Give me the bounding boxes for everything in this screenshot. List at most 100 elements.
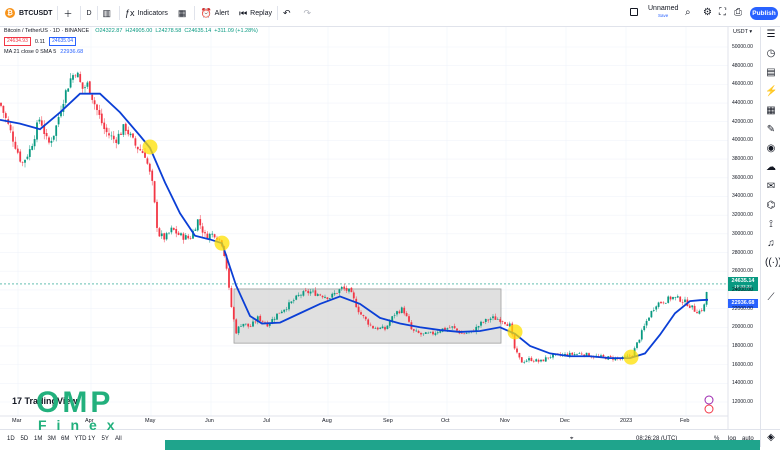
chat-icon[interactable]: ☁ (766, 162, 776, 173)
range-button-1y[interactable]: 1Y (88, 436, 96, 442)
search-icon[interactable]: ⌕ (685, 7, 691, 18)
interval-button[interactable]: D (81, 0, 96, 27)
candle-up (439, 331, 442, 333)
camera-icon[interactable]: ⎙ (734, 7, 742, 18)
candle-down (48, 137, 50, 143)
wifi-signal-icon[interactable]: ((·)) (765, 257, 780, 268)
hotlist-icon[interactable]: ⚡ (765, 86, 778, 97)
messages-icon[interactable]: ✉ (766, 181, 776, 192)
candle-down (151, 170, 154, 181)
top-toolbar: ₿ BTCUSDT ＋ D ▥ ƒx Indicators ▦ ⏰ Alert … (0, 0, 780, 27)
candle-up (86, 82, 89, 87)
candle-up (290, 301, 293, 304)
candle-up (652, 310, 655, 311)
chart-grid (0, 27, 728, 416)
candle-up (117, 133, 120, 144)
indicators-button[interactable]: ƒx Indicators (120, 0, 173, 27)
candle-up (240, 326, 242, 327)
event-marker-icon[interactable] (704, 395, 714, 405)
toolbar-divider (194, 6, 196, 20)
candle-down (112, 135, 115, 140)
candle-up (72, 75, 74, 80)
candle-up (672, 297, 674, 300)
candle-down (79, 74, 82, 83)
candle-down (249, 326, 252, 327)
calendar-icon[interactable]: ▦ (766, 105, 776, 116)
range-button-ytd[interactable]: YTD (74, 436, 87, 442)
bid-badge[interactable]: 24634.93 (4, 37, 31, 46)
candle-down (369, 324, 372, 326)
percent-toggle[interactable]: % (714, 436, 720, 442)
toolbar-divider (80, 6, 82, 20)
candle-down (403, 307, 406, 314)
candle-up (69, 78, 72, 88)
candle-down (199, 219, 202, 226)
candle-down (696, 312, 698, 314)
pine-editor-icon[interactable]: ⌬ (766, 200, 776, 211)
range-button-1m[interactable]: 1M (34, 436, 43, 442)
dividend-marker-icon[interactable] (704, 404, 714, 414)
chart-type-button[interactable]: ▥ (98, 0, 120, 27)
candle-up (436, 332, 439, 334)
promo-strip (165, 440, 760, 450)
alerts-clock-icon[interactable]: ◷ (766, 48, 776, 59)
compare-button[interactable]: ＋ (58, 0, 80, 27)
candle-down (201, 226, 204, 233)
range-button-3m[interactable]: 3M (47, 436, 56, 442)
legend-change: +311.09 (+1.28%) (214, 28, 258, 34)
log-toggle[interactable]: log (728, 436, 737, 442)
candle-up (297, 294, 300, 296)
candle-up (280, 311, 283, 314)
fullscreen-icon[interactable]: ⛶ (719, 7, 726, 18)
candle-up (256, 316, 259, 323)
legend-ma-row[interactable]: MA 21 close 0 SMA 5 22936.68 (4, 48, 261, 56)
range-button-all[interactable]: All (115, 436, 122, 442)
auto-toggle[interactable]: auto (742, 436, 754, 442)
candle-down (228, 268, 230, 288)
time-tick-label: Feb (680, 418, 690, 424)
ideas-icon[interactable]: ✎ (766, 124, 776, 135)
collapse-chevron-icon[interactable]: ⌃ (767, 434, 774, 443)
candle-down (278, 312, 281, 314)
candle-down (230, 288, 233, 308)
templates-button[interactable]: ▦ (173, 0, 195, 27)
undo-button[interactable]: ↶ (278, 0, 299, 27)
redo-button[interactable]: ↷ (299, 0, 320, 27)
candle-down (136, 146, 139, 150)
replay-button[interactable]: ⏮ Replay (234, 0, 277, 27)
candle-up (393, 315, 396, 316)
candle-up (691, 305, 694, 308)
utc-clock[interactable]: 08:26:28 (UTC) (636, 436, 678, 442)
interval-label: D (86, 9, 92, 17)
candle-up (415, 330, 418, 332)
candle-down (518, 352, 521, 358)
notifications-icon[interactable]: ♫ (767, 238, 775, 249)
watchlist-icon[interactable]: ☰ (766, 29, 776, 40)
alert-button[interactable]: ⏰ Alert (195, 0, 234, 27)
trend-icon[interactable]: ⟋ (767, 292, 775, 303)
candle-down (177, 232, 180, 235)
layout-menu-button[interactable]: Unnamed Save (630, 5, 678, 19)
range-button-6m[interactable]: 6M (61, 436, 70, 442)
candle-down (367, 319, 370, 325)
data-window-icon[interactable]: ▤ (766, 67, 776, 78)
range-button-5y[interactable]: 5Y (101, 436, 109, 442)
candle-up (50, 140, 53, 143)
range-button-1d[interactable]: 1D (7, 436, 15, 442)
legend-close: C24635.14 (184, 28, 212, 34)
candle-down (40, 120, 43, 126)
alarm-clock-icon: ⏰ (200, 7, 212, 18)
streams-icon[interactable]: ◉ (766, 143, 776, 154)
candle-down (516, 348, 518, 353)
calendar-range-icon[interactable]: ⌖ (570, 436, 574, 442)
symbol-search-button[interactable]: ₿ BTCUSDT (0, 0, 57, 27)
layers-icon[interactable]: ◈ (767, 432, 775, 443)
currency-selector[interactable]: USDT ▾ (733, 29, 753, 35)
ask-badge[interactable]: 24635.04 (49, 37, 77, 46)
range-button-5d[interactable]: 5D (20, 436, 29, 442)
candle-up (194, 229, 197, 231)
gear-icon[interactable]: ⚙ (703, 7, 712, 18)
publish-button[interactable]: Publish (750, 7, 778, 20)
broadcast-icon[interactable]: ⟟ (769, 219, 773, 230)
